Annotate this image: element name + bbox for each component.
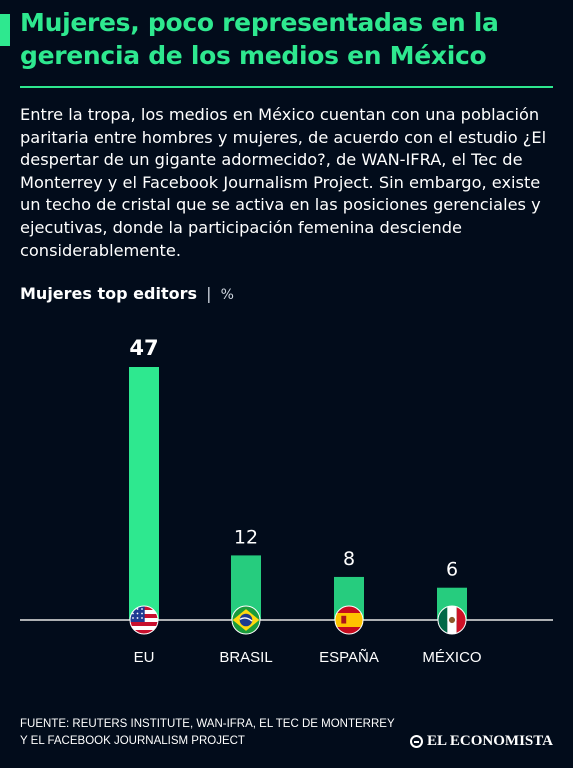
- chart-title: Mujeres top editors | %: [20, 284, 234, 303]
- title-accent-bar: [0, 14, 10, 46]
- source-line-1: FUENTE: REUTERS INSTITUTE, WAN-IFRA, EL …: [20, 718, 395, 730]
- brazil-flag-icon: [231, 605, 261, 635]
- mexico-flag-icon: [437, 605, 467, 635]
- chart-title-text: Mujeres top editors: [20, 284, 197, 303]
- flags-layer: [129, 605, 467, 635]
- bar-eu: [129, 367, 159, 620]
- value-label: 6: [446, 559, 458, 581]
- usa-flag-icon: [129, 605, 159, 635]
- category-label: EU: [134, 649, 155, 666]
- value-label: 47: [129, 336, 158, 360]
- source-line-2: Y EL FACEBOOK JOURNALISM PROJECT: [20, 735, 245, 747]
- logo-text: EL ECONOMISTA: [427, 733, 553, 749]
- el-economista-logo: EL ECONOMISTA: [410, 733, 553, 750]
- chart-unit: %: [220, 287, 234, 303]
- bars-layer: [129, 367, 467, 620]
- category-label: ESPAÑA: [319, 649, 379, 666]
- category-label: MÉXICO: [422, 649, 481, 666]
- labels-layer: 47 EU 12 BRASIL 8 ESPAÑA 6 MÉXICO: [129, 336, 481, 666]
- title-divider: [20, 86, 553, 88]
- spain-flag-icon: [334, 605, 364, 635]
- bar-chart: 47 EU 12 BRASIL 8 ESPAÑA 6 MÉXICO: [20, 336, 553, 666]
- value-label: 12: [234, 526, 258, 548]
- value-label: 8: [343, 548, 355, 570]
- category-label: BRASIL: [219, 649, 272, 666]
- logo-mark-icon: [410, 735, 423, 748]
- source-note: FUENTE: REUTERS INSTITUTE, WAN-IFRA, EL …: [20, 716, 400, 750]
- intro-paragraph: Entre la tropa, los medios en México cue…: [20, 105, 547, 260]
- page-title: Mujeres, poco representadas en la gerenc…: [20, 8, 499, 70]
- chart-title-separator: |: [206, 284, 212, 303]
